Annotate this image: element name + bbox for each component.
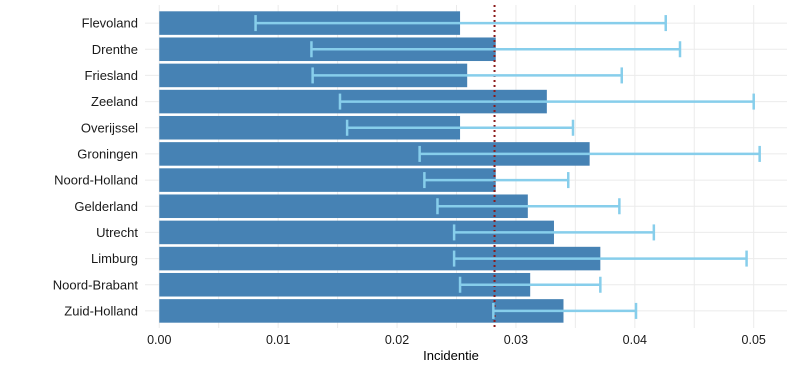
bar-noord-brabant bbox=[159, 272, 531, 297]
category-label-friesland: Friesland bbox=[85, 68, 138, 83]
category-label-zuid-holland: Zuid-Holland bbox=[64, 303, 138, 318]
x-axis-title: Incidentie bbox=[423, 348, 479, 363]
category-label-noord-holland: Noord-Holland bbox=[54, 173, 138, 188]
x-tick-label-4: 0.04 bbox=[623, 333, 647, 347]
error-bar-noord-brabant bbox=[458, 276, 602, 293]
category-label-limburg: Limburg bbox=[91, 251, 138, 266]
bar-layer bbox=[159, 11, 601, 323]
category-labels: Flevoland Drenthe Friesland Zeeland Overijss… bbox=[53, 16, 139, 319]
error-bar-overijssel bbox=[345, 119, 575, 136]
error-bar-zuid-holland bbox=[492, 302, 638, 319]
x-tick-label-1: 0.01 bbox=[266, 333, 290, 347]
category-label-utrecht: Utrecht bbox=[96, 225, 138, 240]
x-tick-label-0: 0.00 bbox=[147, 333, 171, 347]
error-bar-zeeland bbox=[338, 93, 755, 110]
error-bar-flevoland bbox=[254, 15, 667, 32]
bar-noord-holland bbox=[159, 168, 496, 192]
error-bar-friesland bbox=[311, 67, 623, 84]
error-bar-groningen bbox=[418, 145, 761, 162]
bar-groningen bbox=[159, 142, 590, 166]
error-bar-limburg bbox=[452, 250, 748, 267]
error-bar-drenthe bbox=[310, 41, 682, 58]
bar-overijssel bbox=[159, 115, 461, 140]
error-bar-utrecht bbox=[452, 224, 656, 241]
category-label-groningen: Groningen bbox=[77, 146, 138, 161]
bar-limburg bbox=[159, 246, 601, 271]
category-label-drenthe: Drenthe bbox=[92, 42, 138, 57]
error-bar-layer bbox=[254, 15, 761, 319]
bar-zuid-holland bbox=[159, 299, 564, 323]
category-label-zeeland: Zeeland bbox=[91, 94, 138, 109]
x-tick-label-5: 0.05 bbox=[742, 333, 766, 347]
x-tick-labels: 0.00 0.01 0.02 0.03 0.04 0.05 bbox=[147, 333, 766, 347]
category-label-gelderland: Gelderland bbox=[74, 199, 138, 214]
error-bar-noord-holland bbox=[423, 172, 570, 189]
x-tick-label-2: 0.02 bbox=[385, 333, 409, 347]
category-label-noord-brabant: Noord-Brabant bbox=[53, 277, 139, 292]
error-bar-gelderland bbox=[436, 198, 621, 215]
bar-gelderland bbox=[159, 194, 528, 219]
category-label-overijssel: Overijssel bbox=[81, 120, 138, 135]
category-label-flevoland: Flevoland bbox=[82, 16, 138, 31]
x-tick-label-3: 0.03 bbox=[504, 333, 528, 347]
